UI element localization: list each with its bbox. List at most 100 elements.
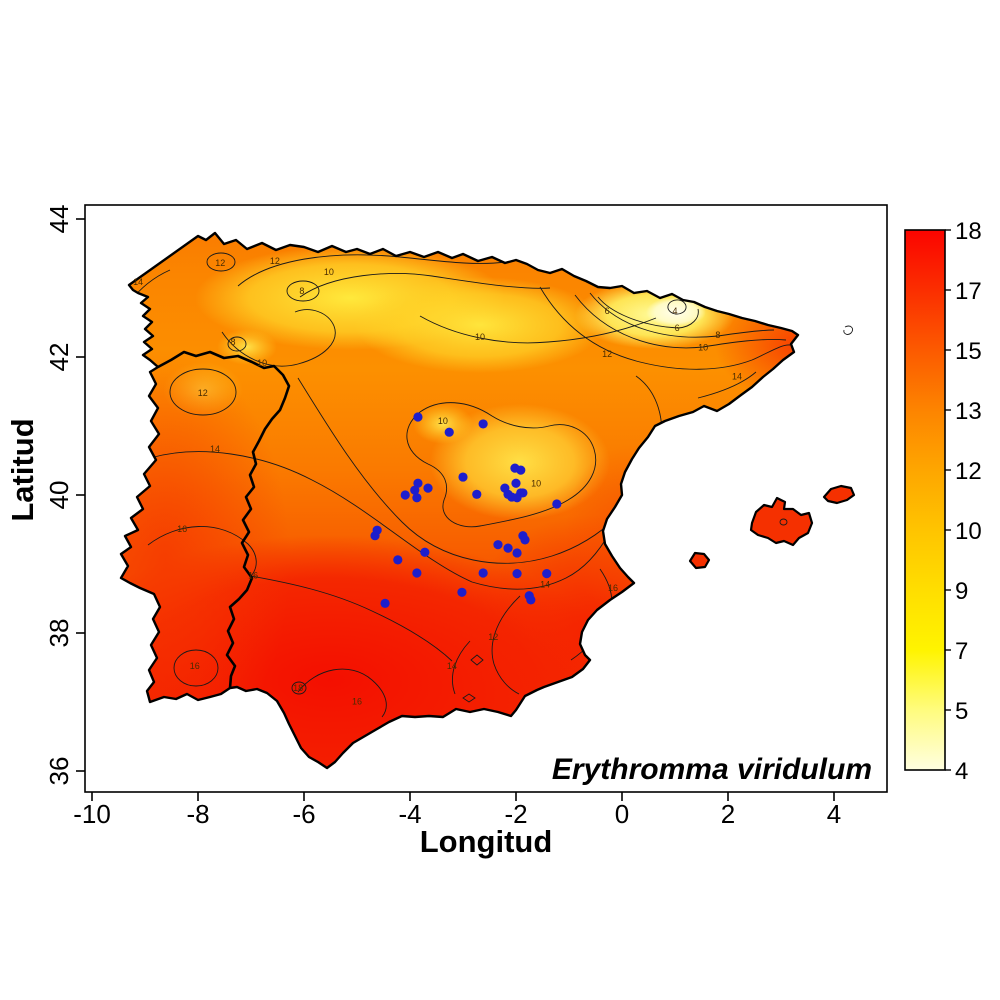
contour-value-label: 10 bbox=[475, 332, 485, 342]
colorbar-tick-label: 5 bbox=[955, 698, 968, 725]
y-tick-label: 44 bbox=[44, 205, 74, 234]
ne-coast-fragment bbox=[843, 325, 854, 335]
x-axis: -10 -8 -6 -4 -2 0 2 4 bbox=[73, 792, 841, 829]
contour-value-label: 12 bbox=[270, 256, 280, 266]
contour-value-label: 6 bbox=[675, 323, 680, 333]
occurrence-point bbox=[552, 499, 562, 509]
contour-value-label: 8 bbox=[230, 337, 235, 347]
x-tick-label: -2 bbox=[504, 799, 527, 829]
occurrence-point bbox=[410, 485, 420, 495]
y-tick-label: 42 bbox=[44, 343, 74, 372]
temperature-contours bbox=[127, 252, 791, 718]
occurrence-point bbox=[370, 531, 380, 541]
occurrence-point bbox=[412, 568, 422, 578]
contour-value-label: 18 bbox=[293, 683, 303, 693]
x-axis-title: Longitud bbox=[420, 824, 553, 859]
colorbar-tick-label: 7 bbox=[955, 638, 968, 665]
contour-value-label: 8 bbox=[299, 286, 304, 296]
occurrence-point bbox=[457, 587, 467, 597]
occurrence-point bbox=[526, 595, 536, 605]
species-title: Erythromma viridulum bbox=[552, 753, 872, 786]
colorbar-tick-label: 12 bbox=[955, 458, 982, 485]
x-tick-label: 4 bbox=[827, 799, 841, 829]
contour-value-label: 16 bbox=[352, 696, 362, 706]
colorbar-tick-label: 15 bbox=[955, 338, 982, 365]
colorbar-tick-label: 9 bbox=[955, 578, 968, 605]
contour-value-label: 12 bbox=[602, 349, 612, 359]
occurrence-point bbox=[444, 427, 454, 437]
contour-value-label: 14 bbox=[133, 277, 143, 287]
contour-value-label: 10 bbox=[531, 478, 541, 488]
contour-value-label: 10 bbox=[324, 267, 334, 277]
x-tick-label: 2 bbox=[721, 799, 735, 829]
occurrence-point bbox=[472, 489, 482, 499]
occurrence-point bbox=[503, 543, 513, 553]
x-tick-label: -6 bbox=[292, 799, 315, 829]
y-tick-label: 38 bbox=[44, 619, 74, 648]
iberia-coastline bbox=[119, 231, 800, 770]
occurrence-point bbox=[413, 478, 423, 488]
mallorca-island bbox=[749, 496, 814, 547]
occurrence-point bbox=[458, 472, 468, 482]
occurrence-point bbox=[520, 535, 530, 545]
balearic-islands bbox=[688, 325, 856, 570]
colorbar-frame bbox=[904, 229, 946, 771]
occurrence-point bbox=[512, 548, 522, 558]
contour-value-label: 14 bbox=[732, 371, 742, 381]
y-tick-label: 36 bbox=[44, 757, 74, 786]
occurrence-point bbox=[516, 465, 526, 475]
colorbar-tick-label: 17 bbox=[955, 278, 982, 305]
occurrence-point bbox=[420, 547, 430, 557]
x-tick-label: -10 bbox=[73, 799, 111, 829]
occurrence-point bbox=[478, 419, 488, 429]
x-tick-label: -8 bbox=[186, 799, 209, 829]
occurrence-point bbox=[493, 540, 503, 550]
occurrence-point bbox=[412, 493, 422, 503]
occurrence-point bbox=[413, 412, 423, 422]
occurrence-point bbox=[542, 569, 552, 579]
menorca-island bbox=[822, 484, 856, 505]
contour-value-label: 10 bbox=[257, 358, 267, 368]
x-tick-label: 0 bbox=[615, 799, 629, 829]
contour-value-label: 10 bbox=[698, 342, 708, 352]
occurrence-point bbox=[400, 490, 410, 500]
contour-value-label: 14 bbox=[210, 444, 220, 454]
colorbar-tick-label: 18 bbox=[955, 218, 982, 245]
colorbar-tick-label: 13 bbox=[955, 398, 982, 425]
colorbar: 18 17 15 13 12 10 9 7 5 4 bbox=[904, 218, 982, 785]
contour-value-label: 16 bbox=[190, 661, 200, 671]
contour-value-label: 6 bbox=[605, 306, 610, 316]
contour-value-label: 14 bbox=[447, 661, 457, 671]
colorbar-ticks: 18 17 15 13 12 10 9 7 5 4 bbox=[945, 218, 982, 785]
ibiza-island bbox=[688, 551, 711, 570]
contour-value-label: 4 bbox=[672, 306, 677, 316]
contour-value-label: 14 bbox=[540, 580, 550, 590]
occurrence-point bbox=[512, 569, 522, 579]
occurrence-point bbox=[393, 555, 403, 565]
contour-value-label: 16 bbox=[248, 571, 258, 581]
contour-value-label: 12 bbox=[198, 388, 208, 398]
contour-value-label: 10 bbox=[438, 416, 448, 426]
x-tick-label: -4 bbox=[398, 799, 421, 829]
contour-value-label: 8 bbox=[715, 330, 720, 340]
portugal-spain-border bbox=[157, 350, 291, 689]
occurrence-points-layer bbox=[370, 412, 562, 608]
contour-value-label: 16 bbox=[177, 524, 187, 534]
occurrence-point bbox=[518, 488, 528, 498]
y-axis-title: Latitud bbox=[5, 418, 40, 521]
y-tick-label: 40 bbox=[44, 481, 74, 510]
occurrence-point bbox=[380, 598, 390, 608]
colorbar-gradient bbox=[905, 230, 945, 770]
occurrence-point bbox=[423, 483, 433, 493]
contour-value-label: 16 bbox=[608, 583, 618, 593]
contour-value-label: 12 bbox=[215, 258, 225, 268]
occurrence-point bbox=[478, 568, 488, 578]
colorbar-tick-label: 4 bbox=[955, 758, 968, 785]
y-axis: 44 42 40 38 36 bbox=[44, 205, 85, 786]
plot-frame bbox=[84, 204, 888, 793]
occurrence-point bbox=[511, 478, 521, 488]
contour-value-label: 12 bbox=[488, 632, 498, 642]
contour-label-layer: 12 12 10 8 14 8 10 12 10 6 4 6 8 10 12 14 10 10 14 16 16 16 18… bbox=[133, 256, 742, 706]
